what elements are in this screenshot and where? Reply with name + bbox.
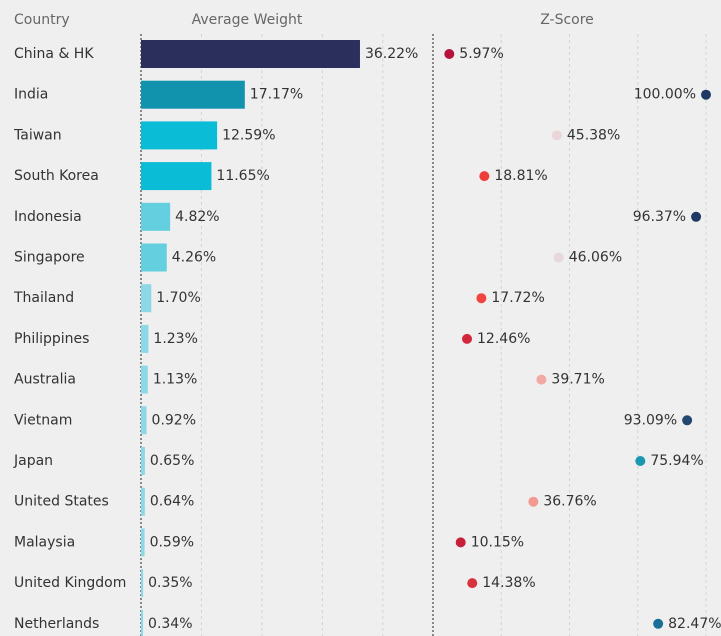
bar — [141, 609, 144, 636]
bar — [141, 162, 212, 191]
bar — [141, 121, 218, 150]
row-label: South Korea — [14, 168, 99, 184]
row-label: United States — [14, 494, 109, 510]
dot — [479, 171, 490, 182]
dot — [476, 293, 487, 304]
dot — [528, 496, 539, 507]
value-label: 1.13% — [153, 372, 197, 388]
bar — [141, 202, 171, 231]
row-label: China & HK — [14, 46, 94, 62]
dot — [551, 130, 562, 141]
value-label: 0.59% — [150, 534, 194, 550]
bar — [141, 40, 360, 68]
value-label: 46.06% — [569, 250, 622, 266]
value-label: 17.72% — [491, 290, 544, 306]
dot — [462, 333, 473, 344]
bar — [141, 243, 167, 272]
row-label: Netherlands — [14, 616, 99, 632]
value-label: 75.94% — [650, 453, 703, 469]
dot — [682, 415, 693, 426]
bar — [141, 80, 245, 109]
row-label: Singapore — [14, 250, 85, 266]
row-label: Malaysia — [14, 534, 75, 550]
row-label: Taiwan — [13, 127, 62, 143]
dot — [701, 89, 711, 100]
row-label: Japan — [13, 453, 53, 469]
row-label: Australia — [14, 372, 76, 388]
bar — [141, 365, 148, 394]
bar — [141, 487, 145, 516]
column-header: Country — [14, 12, 70, 28]
dot — [455, 537, 466, 548]
value-label: 0.35% — [148, 575, 192, 591]
row-label: Vietnam — [14, 412, 72, 428]
value-label: 17.17% — [250, 87, 303, 103]
value-label: 14.38% — [482, 575, 535, 591]
bar — [141, 447, 145, 475]
value-label: 96.37% — [633, 209, 686, 225]
value-label: 36.76% — [543, 494, 596, 510]
row-label: Thailand — [13, 290, 74, 306]
value-label: 12.59% — [222, 127, 275, 143]
value-label: 10.15% — [471, 534, 524, 550]
bar — [141, 406, 147, 435]
value-label: 4.82% — [175, 209, 219, 225]
column-header: Average Weight — [192, 12, 303, 28]
value-label: 1.23% — [153, 331, 197, 347]
bar — [141, 528, 145, 557]
value-label: 18.81% — [494, 168, 547, 184]
dot — [635, 456, 646, 466]
row-label: Indonesia — [14, 209, 82, 225]
value-label: 82.47% — [668, 616, 721, 632]
value-label: 5.97% — [459, 46, 503, 62]
value-label: 93.09% — [624, 412, 677, 428]
value-label: 1.70% — [156, 290, 200, 306]
dot — [653, 618, 664, 629]
value-label: 36.22% — [365, 46, 418, 62]
dot — [691, 211, 702, 222]
value-label: 0.65% — [150, 453, 194, 469]
row-label: United Kingdom — [14, 575, 126, 591]
dot — [553, 252, 564, 263]
value-label: 11.65% — [216, 168, 269, 184]
value-label: 0.34% — [148, 616, 192, 632]
value-label: 0.64% — [150, 494, 194, 510]
dot — [536, 374, 547, 385]
value-label: 45.38% — [567, 127, 620, 143]
value-label: 100.00% — [634, 87, 696, 103]
dot — [444, 49, 455, 59]
value-label: 4.26% — [172, 250, 216, 266]
value-label: 12.46% — [477, 331, 530, 347]
bar — [141, 284, 152, 313]
value-label: 0.92% — [152, 412, 196, 428]
bar — [141, 324, 149, 353]
row-label: India — [14, 87, 48, 103]
dot — [467, 578, 478, 589]
bar — [141, 569, 144, 598]
value-label: 39.71% — [551, 372, 604, 388]
row-label: Philippines — [14, 331, 89, 347]
column-header: Z-Score — [540, 12, 594, 28]
